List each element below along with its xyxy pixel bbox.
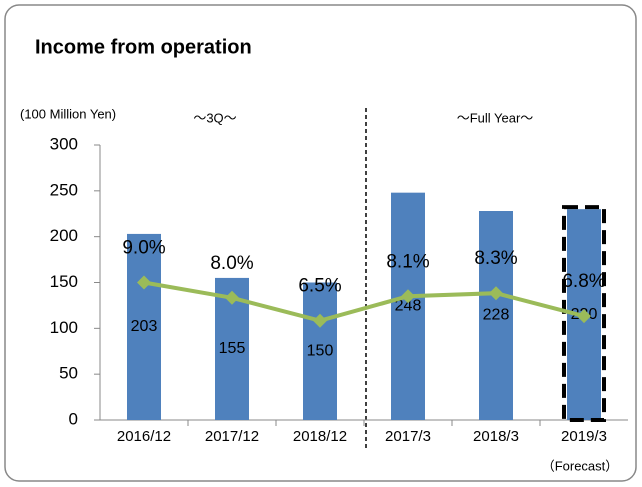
line-marker	[577, 309, 591, 324]
y-tick-label: 100	[50, 318, 78, 337]
bar-label: 150	[307, 342, 334, 359]
annotation: （Forecast）	[542, 458, 619, 473]
y-tick-label: 150	[50, 272, 78, 291]
y-tick-label: 50	[59, 364, 78, 383]
line-label: 8.3%	[474, 248, 517, 269]
line-label: 8.0%	[210, 253, 253, 274]
x-tick-label: 2016/12	[117, 428, 171, 445]
bar-label: 248	[395, 298, 422, 315]
forecast-box	[562, 205, 606, 422]
y-tick-label: 250	[50, 180, 78, 199]
line-marker	[489, 286, 503, 301]
bar-label: 155	[219, 340, 246, 357]
frame	[4, 4, 637, 482]
line-marker	[401, 289, 415, 304]
chart-title: Income from operation	[35, 36, 252, 58]
line-label: 9.0%	[122, 238, 165, 259]
x-tick-label: 2017/3	[385, 428, 431, 445]
x-tick-label: 2018/3	[473, 428, 519, 445]
annotation: 〜3Q〜	[193, 110, 236, 125]
annotation: 〜Full Year〜	[457, 110, 534, 125]
bar-label: 228	[483, 307, 510, 324]
bar	[303, 282, 337, 420]
line-marker	[225, 290, 239, 305]
line-label: 6.5%	[298, 276, 341, 297]
y-axis-label: (100 Million Yen)	[20, 106, 116, 121]
line-label: 8.1%	[386, 251, 429, 272]
bar-label: 203	[131, 318, 158, 335]
y-tick-label: 200	[50, 226, 78, 245]
line-marker	[137, 275, 151, 290]
bar	[391, 192, 425, 420]
y-tick-label: 0	[69, 409, 78, 428]
x-tick-label: 2017/12	[205, 428, 259, 445]
x-tick-label: 2018/12	[293, 428, 347, 445]
bar	[127, 233, 161, 420]
y-tick-label: 300	[50, 134, 78, 153]
x-tick-label: 2019/3	[561, 428, 607, 445]
line-label: 6.8%	[562, 271, 605, 292]
line	[143, 280, 585, 323]
bar	[479, 211, 513, 420]
line-marker	[313, 313, 327, 328]
